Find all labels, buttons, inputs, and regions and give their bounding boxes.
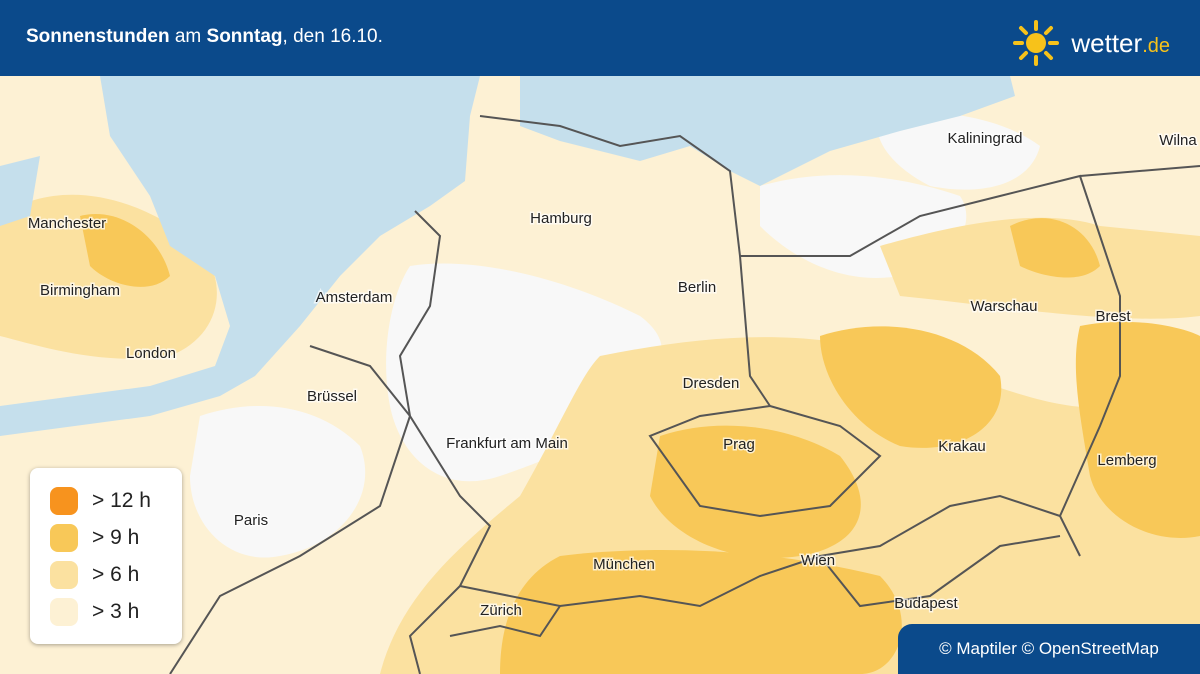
- city-label: Berlin: [678, 279, 716, 296]
- legend-swatch: [50, 561, 78, 589]
- title: Sonnenstunden am Sonntag, den 16.10.: [26, 26, 383, 48]
- logo-suffix: .de: [1142, 34, 1170, 57]
- city-label: Prag: [723, 436, 755, 453]
- city-label: London: [126, 345, 176, 362]
- city-label: Warschau: [971, 298, 1038, 315]
- city-label: Brüssel: [307, 388, 357, 405]
- title-part: Sonntag: [206, 26, 283, 47]
- legend-item: > 9 h: [50, 524, 139, 552]
- city-label: Birmingham: [40, 282, 120, 299]
- logo[interactable]: wetter.de: [1013, 20, 1170, 66]
- city-label: Dresden: [683, 375, 740, 392]
- legend-swatch: [50, 524, 78, 552]
- city-labels: Manchester Birmingham London Amsterdam Brüss…: [26, 128, 1199, 620]
- legend-item: > 6 h: [50, 561, 139, 589]
- city-label: Zürich: [480, 602, 522, 619]
- city-label: Hamburg: [530, 210, 592, 227]
- legend: > 12 h > 9 h > 6 h > 3 h: [30, 468, 182, 644]
- city-label: Amsterdam: [316, 289, 393, 306]
- city-label: Budapest: [894, 595, 958, 612]
- city-label: Brest: [1095, 308, 1131, 325]
- city-label: München: [593, 556, 655, 573]
- legend-item: > 12 h: [50, 487, 151, 515]
- title-part: am: [174, 26, 202, 47]
- city-label: Wien: [801, 552, 835, 569]
- city-label: Manchester: [28, 215, 106, 232]
- legend-label: > 9 h: [92, 526, 140, 549]
- title-part: Sonnenstunden: [26, 26, 170, 47]
- city-label: Lemberg: [1097, 452, 1156, 469]
- city-label: Wilna: [1159, 132, 1197, 149]
- legend-swatch: [50, 598, 78, 626]
- city-label: Krakau: [938, 438, 986, 455]
- legend-swatch: [50, 487, 78, 515]
- header: Sonnenstunden am Sonntag, den 16.10. wet…: [0, 0, 1200, 76]
- logo-brand: wetter: [1071, 27, 1143, 58]
- legend-label: > 12 h: [92, 489, 151, 512]
- title-part: , den 16.10.: [282, 26, 383, 47]
- attribution[interactable]: © Maptiler © OpenStreetMap: [898, 624, 1200, 674]
- city-label: Kaliningrad: [947, 130, 1022, 147]
- sun-icon: [1013, 20, 1060, 66]
- legend-label: > 3 h: [92, 600, 140, 623]
- legend-label: > 6 h: [92, 563, 140, 586]
- city-label: Frankfurt am Main: [446, 435, 568, 452]
- map: Manchester Birmingham London Amsterdam Brüss…: [0, 76, 1200, 674]
- city-label: Paris: [234, 512, 268, 529]
- legend-item: > 3 h: [50, 598, 139, 626]
